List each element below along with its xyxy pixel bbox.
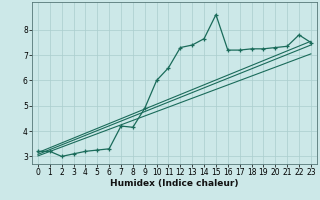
X-axis label: Humidex (Indice chaleur): Humidex (Indice chaleur) [110, 179, 239, 188]
